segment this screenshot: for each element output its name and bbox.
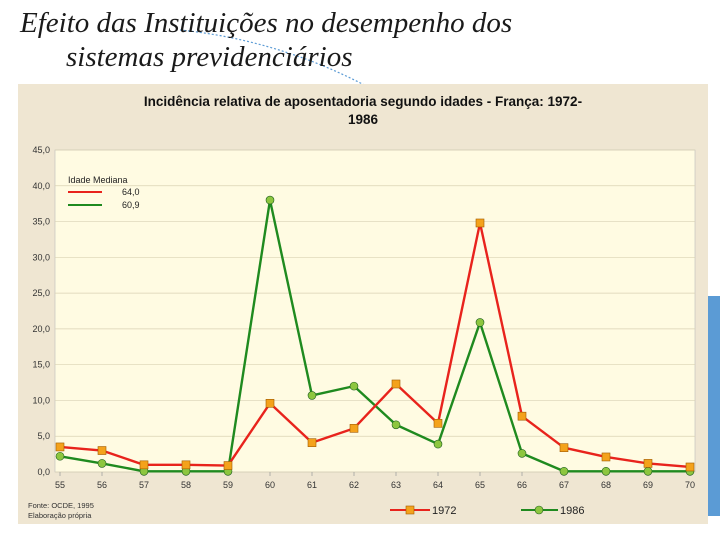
y-tick-label: 35,0 (32, 217, 50, 227)
data-point-1986 (307, 391, 317, 400)
legend-inset: Idade Mediana 64,0 60,9 (68, 175, 140, 210)
decorative-arc (179, 29, 371, 89)
source-line-2: Elaboração própria (28, 511, 92, 520)
y-tick-label: 45,0 (32, 145, 50, 155)
data-point-1972 (685, 462, 695, 472)
y-axis: 0,0 5,0 10,0 15,0 20,0 25,0 30,0 35,0 40,0 45,0 (32, 145, 50, 477)
x-tick-label: 70 (685, 480, 695, 490)
data-point-1986 (391, 420, 401, 430)
data-point-1986 (475, 318, 485, 327)
line-chart: Incidência relativa de aposentadoria seg… (28, 94, 696, 520)
x-tick-label: 62 (349, 480, 359, 490)
chart-title-line2: 1986 (348, 112, 379, 127)
data-point-1986 (55, 451, 65, 461)
data-point-1972 (265, 399, 275, 408)
data-point-1972 (223, 461, 233, 470)
data-point-1986 (601, 466, 611, 476)
y-tick-label: 10,0 (32, 395, 50, 405)
y-tick-label: 40,0 (32, 181, 50, 191)
x-tick-label: 69 (643, 480, 653, 490)
y-tick-label: 5,0 (37, 431, 50, 441)
x-tick-label: 64 (433, 480, 443, 490)
data-point-1986 (517, 449, 527, 458)
series-group (55, 195, 695, 476)
legend-bottom: 1972 1986 (390, 505, 584, 517)
x-tick-label: 61 (307, 480, 317, 490)
x-tick-label: 56 (97, 480, 107, 490)
legend-bottom-marker-1986 (534, 505, 544, 515)
data-point-1972 (433, 419, 443, 428)
y-tick-label: 30,0 (32, 252, 50, 262)
data-point-1972 (601, 452, 611, 462)
series-line-1972 (59, 221, 691, 469)
data-point-1986 (349, 381, 359, 391)
y-tick-label: 20,0 (32, 324, 50, 334)
legend-bottom-marker-1972 (405, 505, 415, 515)
data-point-1972 (307, 438, 317, 447)
y-tick-label: 0,0 (37, 467, 50, 477)
decorative-side-bar (708, 296, 720, 516)
data-point-1972 (55, 442, 65, 452)
x-tick-label: 67 (559, 480, 569, 490)
data-point-1986 (265, 195, 275, 205)
x-axis: 55 56 57 58 59 60 61 62 63 64 65 66 67 68 69 70 (55, 472, 695, 490)
data-point-1972 (181, 460, 191, 470)
plot-area (54, 149, 696, 473)
legend-bottom-label-1972: 1972 (432, 505, 456, 517)
legend-bottom-label-1986: 1986 (560, 505, 584, 517)
legend-inset-label-1972: 64,0 (122, 187, 140, 197)
chart-panel: Incidência relativa de aposentadoria seg… (18, 84, 708, 524)
x-tick-label: 59 (223, 480, 233, 490)
legend-inset-title: Idade Mediana (68, 175, 128, 185)
legend-inset-label-1986: 60,9 (122, 200, 140, 210)
source-line-1: Fonte: OCDE, 1995 (28, 501, 94, 510)
slide-title: Efeito das Instituições no desempenho do… (20, 6, 680, 74)
x-tick-label: 65 (475, 480, 485, 490)
data-point-1972 (475, 218, 485, 228)
data-point-1972 (643, 459, 653, 468)
y-tick-label: 15,0 (32, 360, 50, 370)
data-point-1972 (349, 424, 359, 433)
data-point-1972 (97, 446, 107, 455)
data-point-1986 (559, 466, 569, 476)
data-point-1972 (559, 443, 569, 452)
x-tick-label: 63 (391, 480, 401, 490)
data-point-1986 (97, 459, 107, 468)
data-point-1986 (433, 439, 443, 449)
x-tick-label: 58 (181, 480, 191, 490)
data-point-1986 (643, 466, 653, 476)
x-tick-label: 55 (55, 480, 65, 490)
x-tick-label: 68 (601, 480, 611, 490)
data-point-1972 (517, 411, 527, 421)
x-tick-label: 66 (517, 480, 527, 490)
data-point-1972 (391, 379, 401, 389)
data-point-1972 (139, 460, 149, 470)
slide-title-line2: sistemas previdenciários (66, 41, 353, 73)
slide-title-line1: Efeito das Instituições no desempenho do… (20, 7, 513, 39)
x-tick-label: 60 (265, 480, 275, 490)
x-tick-label: 57 (139, 480, 149, 490)
chart-title-line1: Incidência relativa de aposentadoria seg… (144, 94, 582, 109)
y-tick-label: 25,0 (32, 288, 50, 298)
